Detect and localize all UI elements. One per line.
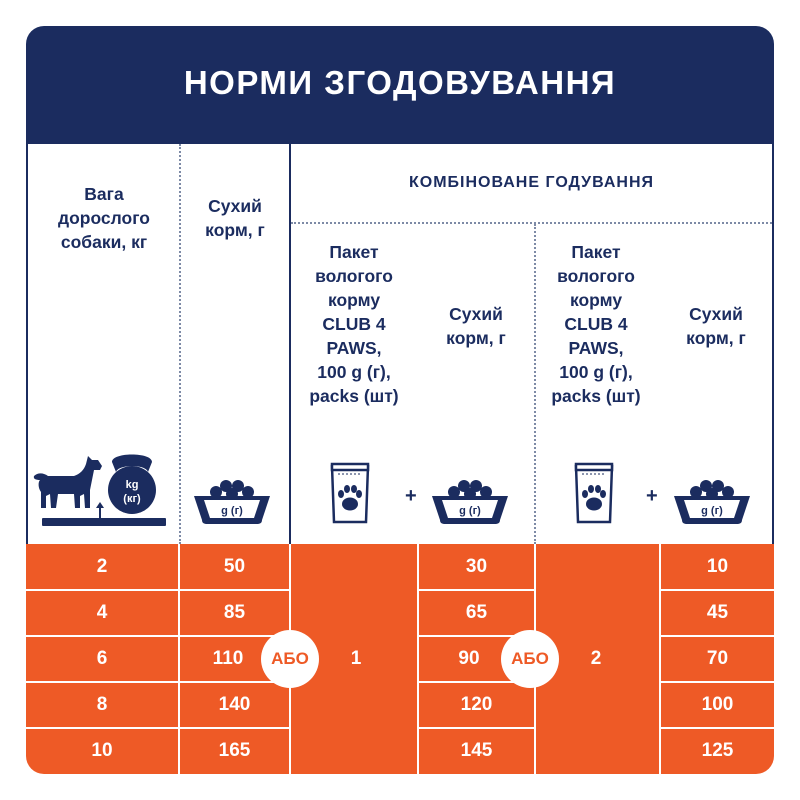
wet-pack-header-line: Пакет bbox=[571, 242, 621, 262]
column-divider-main bbox=[289, 144, 291, 544]
combo-dry-value-2: 70 bbox=[706, 648, 729, 669]
combo-dry-header-line: Сухий bbox=[449, 304, 503, 324]
wet-pack-header-line: packs (шт) bbox=[309, 386, 399, 406]
weight-header: Вага дорослого собаки, кг bbox=[30, 182, 178, 254]
bowl-label: g (г) bbox=[701, 505, 723, 517]
dry-food-header-line: корм, г bbox=[205, 220, 265, 240]
table-border-left bbox=[26, 144, 28, 544]
weight-value: 2 bbox=[96, 556, 108, 577]
data-table: 2 50 30 10 4 85 65 45 6 110 90 70 8 140 … bbox=[26, 544, 774, 774]
wet-pack-header-line: 100 g (г), bbox=[559, 362, 633, 382]
weight-value: 6 bbox=[96, 648, 108, 669]
wet-pack-header-line: корму bbox=[327, 290, 381, 310]
cell-separator bbox=[178, 544, 180, 774]
bowl-icon: g (г) bbox=[432, 480, 508, 524]
combo-dry-value-2: 100 bbox=[701, 694, 734, 715]
row-separator bbox=[661, 635, 774, 637]
wet-food-pack-icon bbox=[330, 462, 370, 524]
wet-pack-header-2: Пакет вологого корму CLUB 4 PAWS, 100 g … bbox=[534, 240, 658, 408]
combo-dry-header-line: корм, г bbox=[686, 328, 746, 348]
column-divider bbox=[534, 224, 536, 544]
bowl-icon: g (г) bbox=[194, 480, 270, 524]
column-divider bbox=[179, 144, 181, 544]
or-badge: АБО bbox=[501, 630, 559, 688]
combo-dry-header-1: Сухий корм, г bbox=[422, 302, 530, 350]
or-badge: АБО bbox=[261, 630, 319, 688]
combined-divider bbox=[291, 222, 772, 224]
bowl-icon: g (г) bbox=[674, 480, 750, 524]
combo-dry-value-1: 65 bbox=[465, 602, 488, 623]
plus-sign: + bbox=[405, 485, 417, 507]
combo-dry-value-2: 45 bbox=[706, 602, 729, 623]
kettlebell-label-kg-ua: (кг) bbox=[123, 493, 141, 505]
kettlebell-label-kg: kg bbox=[126, 479, 139, 491]
wet-pack-header-line: CLUB 4 bbox=[564, 314, 628, 334]
combo-dry-value-2: 10 bbox=[706, 556, 729, 577]
weight-header-line: дорослого bbox=[57, 208, 150, 228]
wet-food-pack-icon bbox=[574, 462, 614, 524]
dry-food-header: Сухий корм, г bbox=[182, 194, 288, 242]
row-separator bbox=[26, 635, 289, 637]
combo-dry-value-1: 90 bbox=[458, 648, 480, 669]
weight-value: 8 bbox=[96, 694, 108, 715]
wet-pack-header-line: packs (шт) bbox=[551, 386, 641, 406]
row-separator bbox=[26, 681, 289, 683]
wet-pack-header-1: Пакет вологого корму CLUB 4 PAWS, 100 g … bbox=[292, 240, 416, 408]
row-separator bbox=[661, 727, 774, 729]
weight-value: 4 bbox=[96, 602, 108, 623]
wet-pack-header-line: PAWS, bbox=[326, 338, 382, 358]
wet-pack-header-line: корму bbox=[569, 290, 623, 310]
row-separator bbox=[419, 681, 534, 683]
wet-pack-header-line: вологого bbox=[315, 266, 393, 286]
combined-feeding-header: КОМБІНОВАНЕ ГОДУВАННЯ bbox=[408, 174, 655, 191]
combo-dry-value-1: 120 bbox=[460, 694, 493, 715]
page-title: НОРМИ ЗГОДОВУВАННЯ bbox=[183, 64, 617, 101]
wet-pack-header-line: вологого bbox=[557, 266, 635, 286]
row-separator bbox=[26, 727, 289, 729]
row-separator bbox=[419, 727, 534, 729]
combo-dry-value-2: 125 bbox=[701, 740, 734, 761]
weight-value: 10 bbox=[91, 740, 113, 761]
wet-pack-header-line: PAWS, bbox=[568, 338, 624, 358]
dry-value: 140 bbox=[218, 694, 251, 715]
row-separator bbox=[419, 635, 534, 637]
combo-dry-value-1: 145 bbox=[460, 740, 493, 761]
row-separator bbox=[26, 589, 289, 591]
header-banner: НОРМИ ЗГОДОВУВАННЯ bbox=[26, 26, 774, 144]
row-separator bbox=[419, 589, 534, 591]
combo-dry-value-1: 30 bbox=[465, 556, 488, 577]
wet-pack-header-line: Пакет bbox=[329, 242, 379, 262]
packs-count-option-2: 2 bbox=[590, 648, 602, 669]
plus-sign: + bbox=[646, 485, 658, 507]
weight-header-line: Вага bbox=[84, 184, 124, 204]
dry-value: 85 bbox=[223, 602, 246, 623]
combo-dry-header-2: Сухий корм, г bbox=[662, 302, 770, 350]
wet-pack-header-line: 100 g (г), bbox=[317, 362, 391, 382]
cell-separator bbox=[659, 544, 661, 774]
dry-value: 165 bbox=[218, 740, 251, 761]
bowl-label: g (г) bbox=[221, 505, 243, 517]
table-border-right bbox=[772, 144, 774, 544]
row-separator bbox=[661, 681, 774, 683]
combo-dry-header-line: корм, г bbox=[446, 328, 506, 348]
dry-value: 110 bbox=[212, 648, 244, 669]
dry-food-header-line: Сухий bbox=[208, 196, 262, 216]
packs-count-option-1: 1 bbox=[350, 648, 362, 669]
dog-weight-icon: kg (кг) bbox=[33, 454, 166, 526]
dry-value: 50 bbox=[223, 556, 246, 577]
feeding-norms-card: НОРМИ ЗГОДОВУВАННЯ Вага дорослого собаки… bbox=[26, 26, 774, 774]
row-separator bbox=[661, 589, 774, 591]
bowl-label: g (г) bbox=[459, 505, 481, 517]
weight-header-line: собаки, кг bbox=[60, 232, 148, 252]
wet-pack-header-line: CLUB 4 bbox=[322, 314, 386, 334]
combo-dry-header-line: Сухий bbox=[689, 304, 743, 324]
cell-separator bbox=[417, 544, 419, 774]
